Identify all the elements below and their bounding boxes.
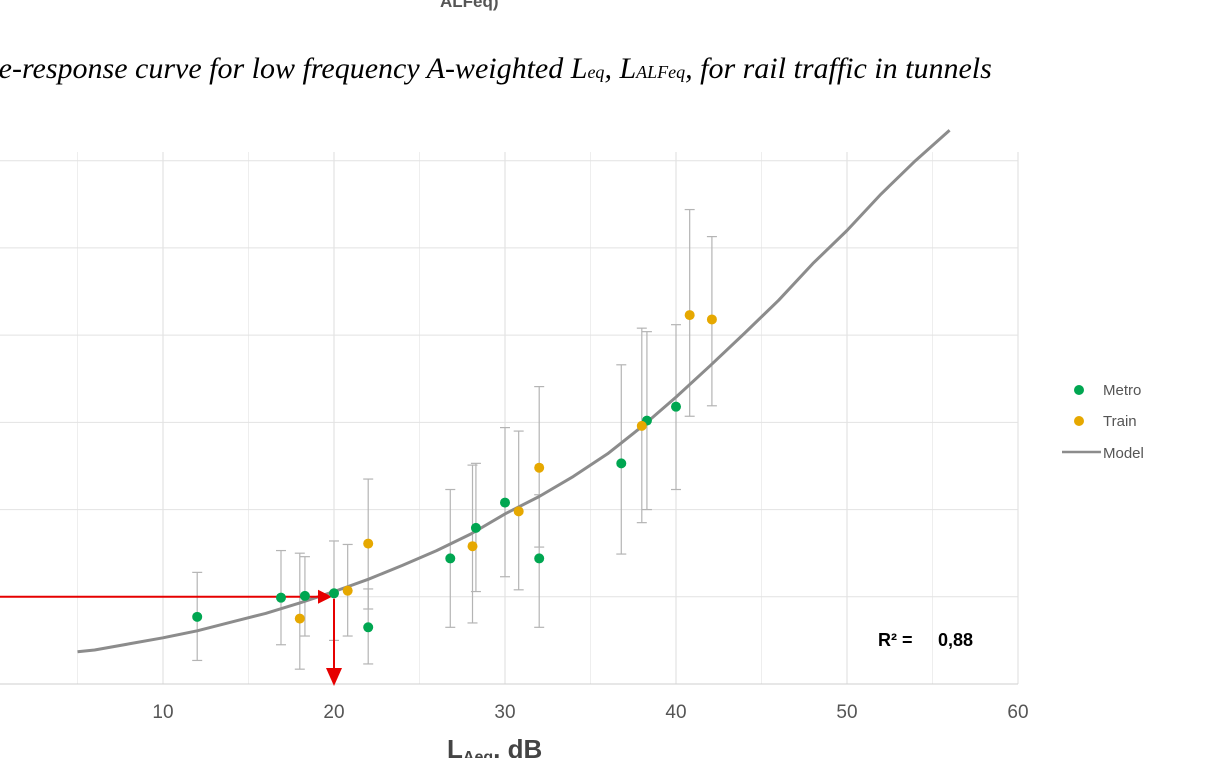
legend-metro-marker [1074, 385, 1084, 395]
data-point-train [363, 538, 374, 549]
data-point-metro [329, 588, 339, 599]
grid [0, 152, 1019, 685]
data-point-train [294, 613, 305, 624]
data-point-metro [470, 522, 481, 533]
data-point-metro [500, 497, 510, 508]
caption-part-3: , for rail traffic in tunnels [685, 52, 992, 85]
horizontal-arrow-head [318, 589, 332, 604]
data-point-train [684, 310, 695, 321]
data-point-metro [275, 592, 286, 603]
x-axis-ticks: 10 20 30 40 50 60 [152, 702, 1028, 723]
model-curve [77, 129, 951, 654]
r-squared-value: 0,88 [938, 630, 973, 650]
data-point-metro [445, 553, 456, 564]
x-tick-label: 30 [494, 702, 515, 723]
data-point-train [706, 314, 717, 325]
r-squared-label: R² = [878, 630, 918, 650]
x-axis-label-unit: , dB [493, 734, 542, 758]
data-point-metro [616, 458, 627, 469]
legend: Metro Train Model [1062, 382, 1144, 462]
data-point-metro [671, 401, 681, 412]
x-axis-label-sub: Aeq [463, 749, 493, 758]
data-point-metro [192, 611, 203, 622]
data-point-metro [363, 622, 374, 633]
x-tick-label: 20 [323, 702, 344, 723]
caption-part-2: , L [604, 52, 637, 85]
error-bars [192, 208, 717, 670]
data-point-train [467, 541, 478, 552]
top-text-fragment: ALFeq) [440, 0, 499, 11]
vertical-arrow-head [326, 668, 342, 686]
x-axis-label-main: L [447, 734, 463, 758]
threshold-arrows [0, 589, 342, 686]
data-points [192, 310, 717, 633]
data-point-train [513, 506, 524, 517]
data-point-train [636, 420, 647, 431]
data-point-train [534, 462, 545, 473]
data-point-metro [299, 590, 310, 601]
caption-part-1: ose-response curve for low frequency A-w… [0, 52, 588, 85]
legend-train-marker [1074, 416, 1084, 426]
data-point-metro [534, 553, 545, 564]
r-squared-annotation: R² = 0,88 [878, 630, 973, 650]
caption-subscript-1: eq [587, 62, 605, 82]
x-tick-label: 10 [152, 702, 173, 723]
data-point-train [342, 585, 353, 596]
x-tick-label: 50 [836, 702, 857, 723]
legend-train-label: Train [1103, 413, 1137, 430]
x-tick-label: 40 [665, 702, 686, 723]
x-axis-label: LAeq, dB [447, 734, 542, 758]
caption-subscript-2: ALFeq [636, 62, 686, 82]
x-tick-label: 60 [1007, 702, 1028, 723]
legend-model-label: Model [1103, 445, 1144, 462]
figure-caption: ose-response curve for low frequency A-w… [0, 52, 992, 86]
legend-metro-label: Metro [1103, 382, 1141, 399]
